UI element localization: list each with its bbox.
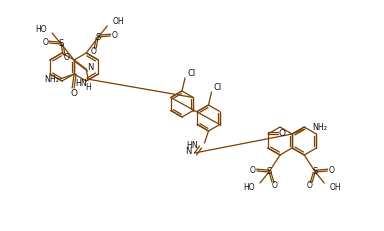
Text: O: O	[306, 182, 312, 191]
Text: H: H	[85, 83, 91, 92]
Text: OH: OH	[112, 18, 124, 27]
Text: HO: HO	[35, 24, 47, 33]
Text: O: O	[71, 88, 78, 97]
Text: O: O	[63, 54, 69, 63]
Text: N: N	[87, 64, 93, 73]
Text: S: S	[313, 167, 318, 176]
Text: S: S	[96, 33, 101, 42]
Text: HN: HN	[186, 140, 197, 149]
Text: NH₂: NH₂	[312, 124, 327, 133]
Text: O: O	[111, 31, 117, 40]
Text: O: O	[272, 182, 278, 191]
Text: HO: HO	[243, 182, 255, 191]
Text: Cl: Cl	[214, 82, 222, 91]
Text: NH₂: NH₂	[45, 76, 60, 85]
Text: O: O	[250, 166, 256, 175]
Text: S: S	[58, 40, 64, 49]
Text: O: O	[278, 128, 285, 137]
Text: S: S	[266, 167, 271, 176]
Text: N: N	[185, 148, 192, 156]
Text: O: O	[328, 166, 334, 175]
Text: OH: OH	[329, 182, 341, 191]
Text: O: O	[90, 46, 96, 55]
Text: HN: HN	[75, 79, 87, 88]
Text: O: O	[42, 38, 48, 47]
Text: Cl: Cl	[187, 69, 195, 77]
